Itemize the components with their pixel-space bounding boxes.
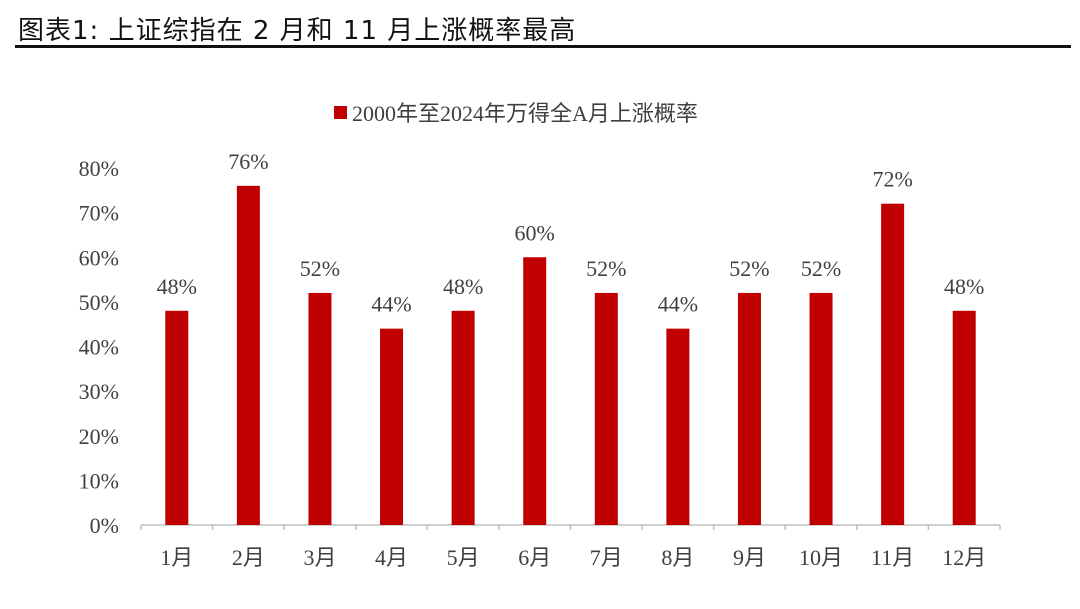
bar [952,310,976,525]
legend-label: 2000年至2024年万得全A月上涨概率 [352,101,698,126]
x-tick-label: 6月 [518,545,551,570]
y-axis-ticks: 0% 10% 20% 30% 40% 50% 60% 70% 80% [79,156,119,538]
y-tick-label: 50% [79,290,119,315]
y-tick-label: 20% [79,424,119,449]
y-tick-label: 70% [79,201,119,226]
title-rule [15,45,1071,48]
data-labels: 48% 76% 52% 44% 48% 60% 52% 44% 52% 52% 72% 48% [157,149,985,317]
data-label: 60% [515,220,555,245]
data-label: 48% [443,274,483,299]
x-tick-label: 2月 [232,545,265,570]
bar [594,292,618,525]
y-tick-label: 40% [79,335,119,360]
x-tick-label: 4月 [375,545,408,570]
x-tick-label: 12月 [942,545,986,570]
bars [165,185,976,525]
y-tick-label: 80% [79,156,119,181]
data-label: 72% [872,167,912,192]
data-label: 44% [371,292,411,317]
y-tick-label: 10% [79,468,119,493]
x-tick-label: 8月 [661,545,694,570]
x-tick-label: 10月 [799,545,843,570]
data-label: 52% [801,256,841,281]
y-tick-label: 30% [79,379,119,404]
data-label: 48% [157,274,197,299]
legend-swatch [334,106,347,119]
bar [666,328,690,525]
bar [737,292,761,525]
data-label: 44% [658,292,698,317]
data-label: 48% [944,274,984,299]
x-tick-label: 11月 [871,545,914,570]
y-tick-label: 60% [79,245,119,270]
data-label: 76% [228,149,268,174]
x-axis-ticks: 1月 2月 3月 4月 5月 6月 7月 8月 9月 10月 11月 12月 [140,525,1001,570]
x-tick-label: 5月 [447,545,480,570]
x-tick-label: 7月 [590,545,623,570]
bar [165,310,189,525]
x-tick-label: 1月 [160,545,193,570]
data-label: 52% [586,256,626,281]
bar [380,328,404,525]
y-tick-label: 0% [90,513,119,538]
bar [451,310,475,525]
bar [308,292,332,525]
bar [236,185,260,525]
x-tick-label: 9月 [733,545,766,570]
data-label: 52% [300,256,340,281]
bar [523,257,547,525]
bar [881,203,905,525]
legend: 2000年至2024年万得全A月上涨概率 [334,101,698,126]
bar [809,292,833,525]
figure-title: 图表1: 上证综指在 2 月和 11 月上涨概率最高 [18,16,577,46]
x-tick-label: 3月 [303,545,336,570]
data-label: 52% [729,256,769,281]
